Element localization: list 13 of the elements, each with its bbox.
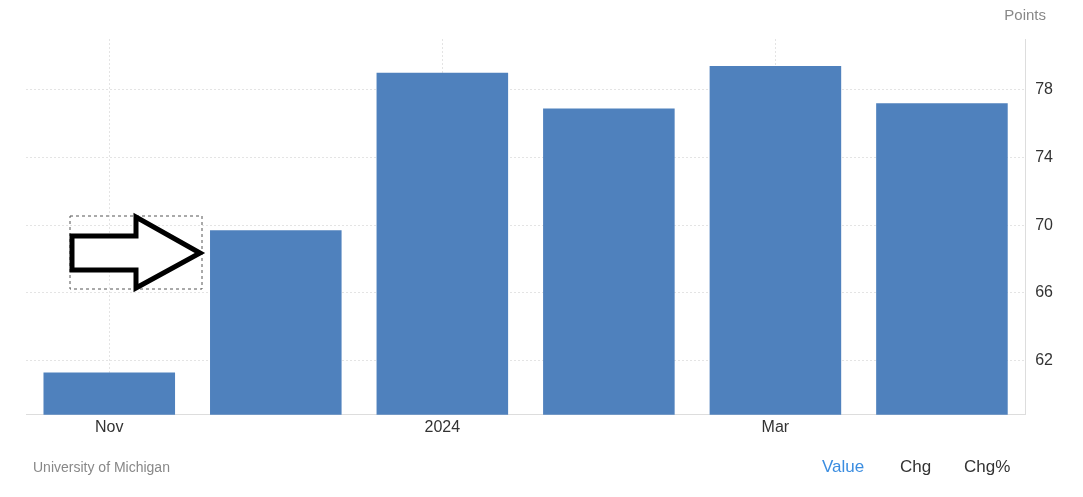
y-axis-title: Points xyxy=(1004,6,1046,23)
x-tick-label: 2024 xyxy=(424,417,461,435)
text: Value xyxy=(822,457,865,477)
y-tick-label: 78 xyxy=(1035,80,1054,98)
text: Chg xyxy=(900,457,932,477)
y-tick-label: 66 xyxy=(1035,283,1054,301)
text: University of Michigan xyxy=(33,459,170,475)
y-tick-label: 74 xyxy=(1035,147,1054,165)
y-tick-label: 70 xyxy=(1035,215,1054,233)
x-tick-label: Mar xyxy=(761,417,790,435)
y-tick-label: 62 xyxy=(1035,351,1054,369)
x-tick-label: Nov xyxy=(95,417,124,435)
text: Chg% xyxy=(964,457,1011,477)
